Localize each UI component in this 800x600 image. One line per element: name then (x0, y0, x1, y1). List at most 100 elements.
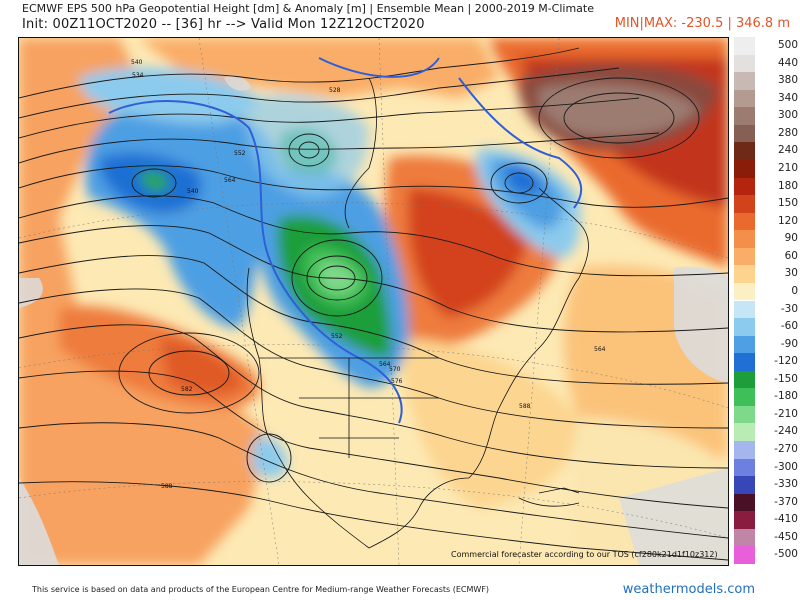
anomaly-colorbar: 500 440 380 340 300 280 240 210 180 150 120 90 60 30 0… (734, 37, 800, 564)
colorbar-entry: 380 (734, 72, 800, 90)
colorbar-entry: -90 (734, 335, 800, 354)
height-contours (19, 47, 728, 561)
colorbar-entry: -120 (734, 353, 800, 371)
anomaly-fill (19, 38, 728, 565)
contour-label: 588 (519, 403, 531, 410)
colorbar-label: 150 (777, 197, 798, 210)
colorbar-entry: 210 (734, 159, 800, 178)
colorbar-swatch (734, 370, 755, 389)
colorbar-label: 500 (777, 39, 798, 51)
colorbar-swatch (734, 230, 755, 248)
colorbar-entry: -270 (734, 441, 800, 459)
colorbar-entry: 500 (734, 37, 800, 55)
colorbar-entry: 90 (734, 230, 800, 248)
anomaly-map: 540 534 528 540 552 564 570 576 582 588 … (18, 37, 729, 566)
tos-disclaimer: Commercial forecaster according to our T… (451, 550, 718, 559)
contour-label: 540 (187, 188, 199, 195)
colorbar-swatch (734, 72, 755, 90)
contour-label: 588 (161, 483, 173, 490)
colorbar-label: -330 (774, 478, 798, 491)
highlight-contours (108, 57, 583, 424)
colorbar-entry: 60 (734, 247, 800, 266)
colorbar-swatch (734, 282, 755, 301)
colorbar-swatch (734, 195, 755, 213)
colorbar-entry: 0 (734, 282, 800, 301)
colorbar-label: 440 (777, 56, 798, 69)
colorbar-entry: 340 (734, 89, 800, 108)
colorbar-swatch (734, 142, 755, 160)
colorbar-label: 120 (777, 214, 798, 227)
contour-label: 564 (594, 346, 606, 353)
coastlines (246, 77, 589, 549)
colorbar-entry: 180 (734, 177, 800, 196)
colorbar-entry: -30 (734, 300, 800, 319)
colorbar-swatch (734, 107, 755, 125)
colorbar-swatch (734, 511, 755, 529)
colorbar-label: 300 (777, 109, 798, 122)
colorbar-entry: 300 (734, 107, 800, 125)
colorbar-swatch (734, 265, 755, 283)
contour-label: 564 (379, 361, 391, 368)
colorbar-label: -450 (774, 530, 798, 543)
colorbar-label: 380 (777, 74, 798, 87)
colorbar-swatch (734, 300, 755, 319)
colorbar-swatch (734, 423, 755, 442)
colorbar-swatch (734, 89, 755, 108)
colorbar-entry: -240 (734, 423, 800, 442)
colorbar-swatch (734, 212, 755, 231)
colorbar-entry: -450 (734, 528, 800, 547)
colorbar-label: 240 (777, 144, 798, 157)
colorbar-label: -370 (774, 495, 798, 508)
contour-label: 552 (331, 333, 343, 340)
colorbar-label: 340 (777, 91, 798, 104)
contour-label: 534 (132, 72, 144, 79)
colorbar-label: -210 (774, 407, 798, 420)
colorbar-entry: -300 (734, 458, 800, 477)
colorbar-label: -150 (774, 372, 798, 385)
colorbar-swatch (734, 124, 755, 143)
contour-label: 576 (391, 378, 403, 385)
colorbar-label: -120 (774, 355, 798, 368)
colorbar-label: -300 (774, 460, 798, 473)
colorbar-entry: -370 (734, 493, 800, 512)
min-max-readout: MIN|MAX: -230.5 | 346.8 m (614, 16, 790, 31)
colorbar-entry: 240 (734, 142, 800, 160)
colorbar-label: -410 (774, 513, 798, 526)
contour-label: 582 (181, 386, 193, 393)
colorbar-swatch (734, 458, 755, 477)
brand-link[interactable]: weathermodels.com (622, 582, 755, 597)
lat-lon-grid (19, 38, 728, 565)
colorbar-label: -500 (774, 548, 798, 561)
colorbar-swatch (734, 353, 755, 371)
map-svg: 540 534 528 540 552 564 570 576 582 588 … (19, 38, 728, 565)
colorbar-label: -240 (774, 425, 798, 438)
colorbar-entry: 30 (734, 265, 800, 283)
colorbar-swatch (734, 493, 755, 512)
colorbar-swatch (734, 54, 755, 73)
footer-attribution: This service is based on data and produc… (32, 585, 490, 594)
colorbar-entry: -150 (734, 370, 800, 389)
colorbar-label: -60 (780, 320, 798, 333)
colorbar-swatch (734, 388, 755, 406)
init-valid-time: Init: 00Z11OCT2020 -- [36] hr --> Valid … (22, 17, 425, 32)
colorbar-label: 90 (784, 232, 798, 245)
colorbar-label: -90 (780, 337, 798, 350)
colorbar-entry: 280 (734, 124, 800, 143)
colorbar-swatch (734, 546, 755, 564)
colorbar-entry: -330 (734, 476, 800, 494)
colorbar-label: 60 (784, 249, 798, 262)
contour-label: 570 (389, 366, 401, 373)
colorbar-entry: -210 (734, 405, 800, 424)
colorbar-label: -270 (774, 443, 798, 456)
colorbar-swatch (734, 177, 755, 196)
colorbar-label: -180 (774, 390, 798, 403)
no-data-areas (19, 76, 728, 565)
colorbar-swatch (734, 318, 755, 336)
colorbar-swatch (734, 37, 755, 55)
colorbar-label: -30 (780, 302, 798, 315)
contour-label: 528 (329, 87, 341, 94)
colorbar-entry: -500 (734, 546, 800, 564)
colorbar-swatch (734, 405, 755, 424)
colorbar-swatch (734, 528, 755, 547)
colorbar-swatch (734, 441, 755, 459)
